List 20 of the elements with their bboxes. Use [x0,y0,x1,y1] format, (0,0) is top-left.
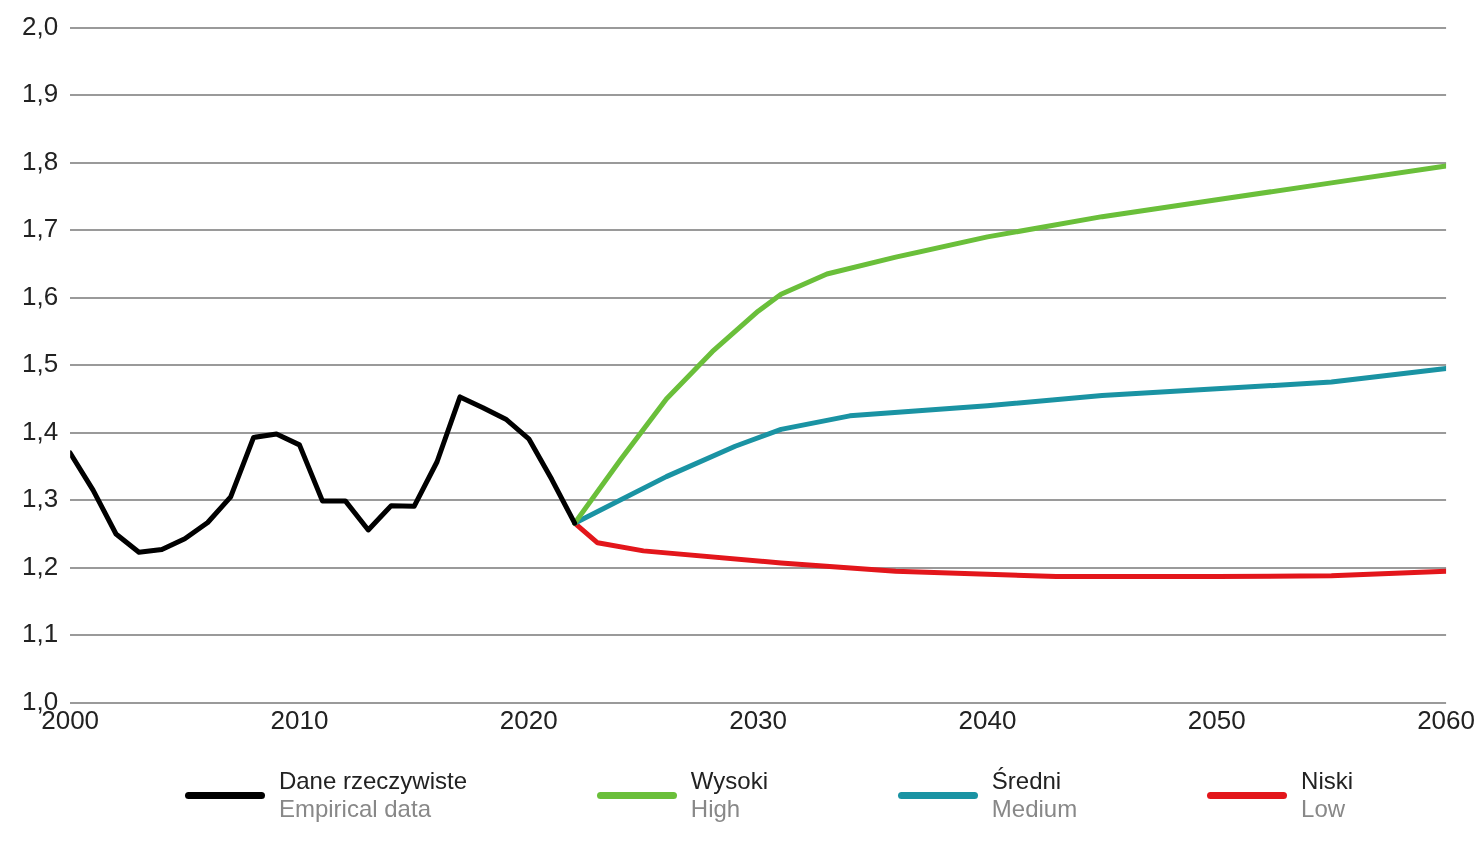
x-tick-label: 2030 [729,704,788,735]
y-tick-label: 1,2 [21,550,59,581]
y-tick-label: 1,5 [21,348,59,379]
y-tick-label: 2,0 [21,10,59,41]
x-tick-label: 2050 [1187,704,1246,735]
y-tick-label: 1,1 [21,618,59,649]
y-tick-label: 1,9 [21,78,59,109]
legend-label: Wysoki High [690,767,768,823]
y-tick-label: 1,7 [21,213,59,244]
y-tick-label: 1,8 [21,145,59,176]
y-tick-label: 1,3 [21,483,59,514]
legend-label: Średni Medium [991,767,1078,823]
y-tick-label: 1,6 [21,280,59,311]
legend-label: Dane rzeczywiste Empirical data [278,767,467,823]
legend-label: Niski Low [1301,767,1354,823]
x-tick-label: 2020 [499,704,558,735]
x-tick-label: 2060 [1417,704,1475,735]
y-tick-label: 1,4 [21,415,59,446]
x-tick-label: 2010 [270,704,329,735]
x-tick-label: 2040 [958,704,1017,735]
